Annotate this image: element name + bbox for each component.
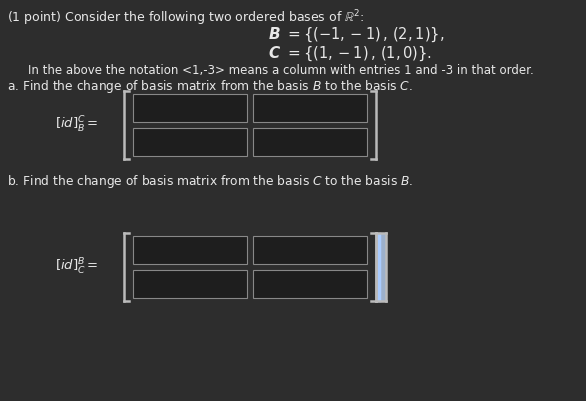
Bar [133,236,247,264]
Bar [133,128,247,156]
Text: $\{(-1,-1)\,,\,(2,1)\},$: $\{(-1,-1)\,,\,(2,1)\},$ [303,26,444,45]
Text: $\boldsymbol{B}$: $\boldsymbol{B}$ [268,26,281,42]
Bar [133,94,247,122]
Text: b. Find the change of basis matrix from the basis $\mathit{C}$ to the basis $\ma: b. Find the change of basis matrix from … [7,173,413,190]
Text: $[id]^C_B =$: $[id]^C_B =$ [55,115,98,135]
Text: $\boldsymbol{C}$: $\boldsymbol{C}$ [268,45,281,61]
Bar [376,233,386,301]
Bar [253,94,367,122]
Text: a. Find the change of basis matrix from the basis $\mathit{B}$ to the basis $\ma: a. Find the change of basis matrix from … [7,78,413,95]
Bar [253,236,367,264]
Text: In the above the notation <1,-3> means a column with entries 1 and -3 in that or: In the above the notation <1,-3> means a… [28,64,534,77]
Text: $=$: $=$ [285,45,301,60]
Text: $[id]^B_C =$: $[id]^B_C =$ [55,257,98,277]
Text: (1 point) Consider the following two ordered bases of $\mathbb{R}^2$:: (1 point) Consider the following two ord… [7,8,364,28]
Bar [253,270,367,298]
Text: $=$: $=$ [285,26,301,41]
Text: $\{(1,-1)\,,\,(1,0)\}.$: $\{(1,-1)\,,\,(1,0)\}.$ [303,45,432,63]
Bar [133,270,247,298]
Bar [253,128,367,156]
